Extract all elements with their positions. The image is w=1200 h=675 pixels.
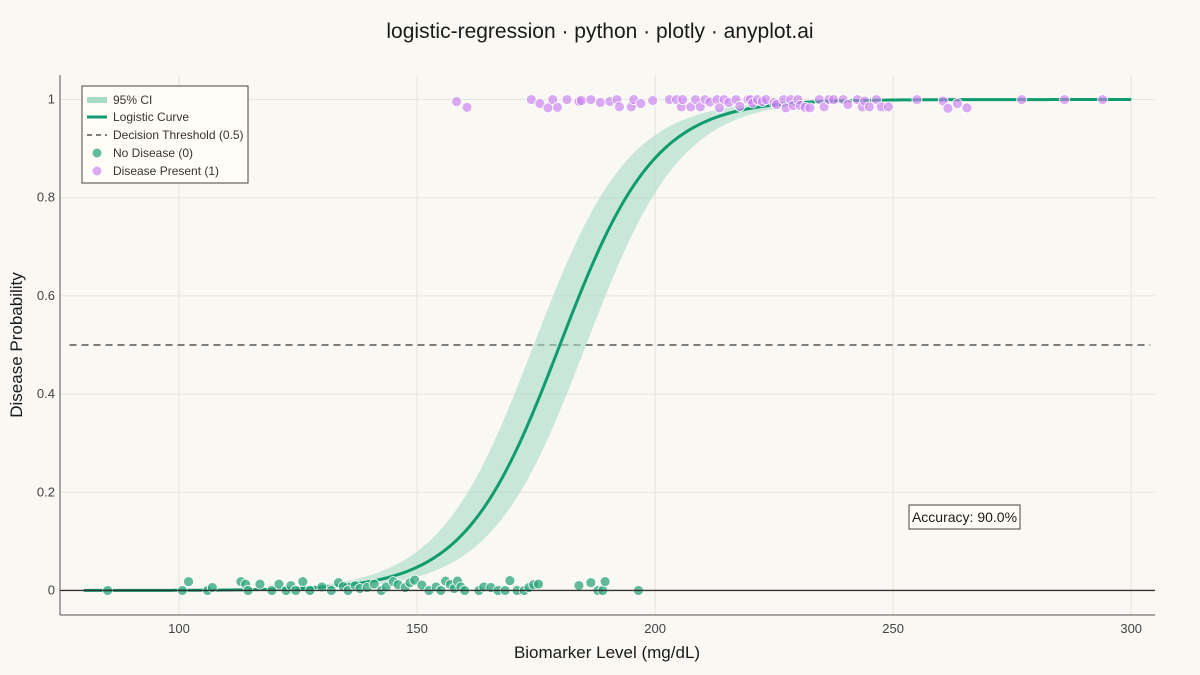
disease-point [575,95,587,106]
no-disease-point [316,581,328,593]
legend-curve-label: Logistic Curve [113,110,189,124]
no-disease-point [380,581,392,593]
x-tick-label: 100 [168,621,190,636]
axes [59,75,1155,616]
disease-point [911,94,923,105]
no-disease-point [533,578,544,590]
y-tick-label: 0.2 [37,484,55,499]
no-disease-point [599,576,611,588]
no-disease-point [368,578,380,590]
disease-point [561,94,573,105]
legend-box [81,85,249,184]
disease-point [828,94,840,105]
no-disease-point [573,580,585,591]
annotation-box [908,504,1021,530]
legend-disease-marker [91,165,103,177]
disease-point [1059,94,1070,105]
legend-disease-label: Disease Present (1) [113,164,219,178]
legend-no-disease-marker [91,147,103,159]
y-axis-title: Disease Probability [7,272,26,418]
chart-title: logistic-regression · python · plotly · … [386,20,813,43]
legend-no-disease-label: No Disease (0) [113,146,193,160]
y-tick-label: 0 [48,582,55,597]
disease-point [863,101,875,113]
legend: 95% CI Logistic Curve Decision Threshold… [81,85,249,184]
y-tick-label: 0.4 [37,386,55,401]
no-disease-point [585,577,597,588]
disease-point [952,98,963,109]
no-disease-point [183,576,194,588]
disease-point [961,102,973,114]
disease-point [552,102,563,113]
disease-point [547,94,559,105]
disease-point [1097,94,1109,105]
disease-point [635,98,647,109]
legend-threshold-label: Decision Threshold (0.5) [113,128,244,142]
x-tick-label: 150 [406,621,428,636]
disease-points [451,94,1109,114]
disease-point [1016,94,1028,105]
x-tick-label: 250 [882,621,904,636]
disease-point [614,101,625,113]
y-tick-label: 0.6 [37,288,55,303]
disease-point [734,101,746,112]
legend-ci-label: 95% CI [113,93,152,107]
y-tick-label: 0.8 [37,190,55,205]
disease-point [713,102,725,114]
x-axis-title: Biomarker Level (mg/dL) [514,643,700,662]
no-disease-point [254,578,266,590]
disease-point [942,102,954,114]
no-disease-point [504,575,516,587]
no-disease-point [297,576,309,588]
accuracy-label: Accuracy: 90.0% [912,509,1017,525]
x-tick-labels: 100 150 200 250 300 [168,621,1142,636]
y-tick-labels: 0 0.2 0.4 0.6 0.8 1 [37,92,55,598]
disease-point [647,95,659,106]
x-tick-label: 300 [1120,621,1142,636]
disease-point [461,102,473,113]
disease-point [451,96,462,107]
disease-point [842,99,854,110]
accuracy-annotation: Accuracy: 90.0% [908,504,1021,530]
disease-point [882,101,894,113]
disease-point [585,94,597,105]
no-disease-point [273,578,285,590]
ci-band [83,99,1132,591]
x-tick-label: 200 [644,621,666,636]
disease-point [594,97,606,108]
disease-point [677,94,689,105]
y-tick-label: 1 [48,92,55,107]
confidence-band [83,99,1132,591]
disease-point [804,102,816,114]
